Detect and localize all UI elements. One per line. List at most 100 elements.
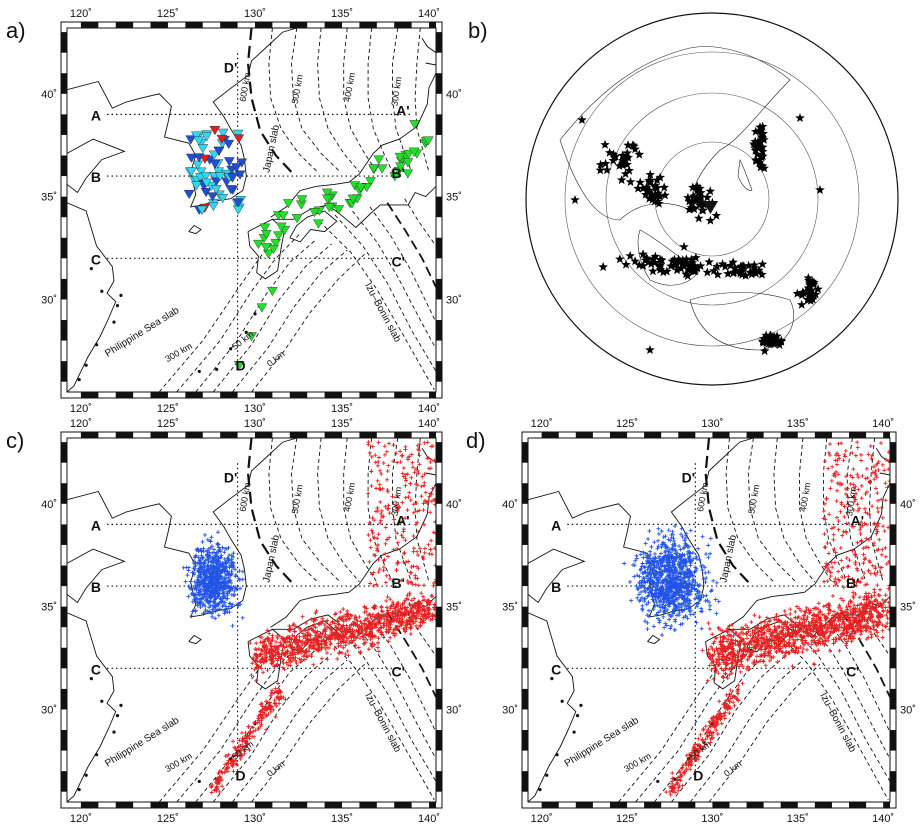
frame-seg-left xyxy=(61,156,67,177)
frame-seg-top xyxy=(185,432,202,438)
lon-tick-bottom-0: 120˚ xyxy=(70,403,92,415)
frame-seg-right xyxy=(436,32,442,53)
frame-seg-right xyxy=(436,689,442,710)
lat-tick-right-2: 30˚ xyxy=(446,294,462,306)
island-4 xyxy=(573,730,576,733)
frame-seg-bottom xyxy=(185,392,202,398)
island-6 xyxy=(85,364,88,367)
lon-tick-top-3: 135˚ xyxy=(331,8,353,20)
label-d: D xyxy=(236,357,246,373)
island-9 xyxy=(198,780,201,783)
lon-tick-bottom-3: 135˚ xyxy=(331,813,353,825)
frame-seg-left xyxy=(61,524,67,545)
lat-tick-left-1: 35˚ xyxy=(41,602,57,614)
event-japan xyxy=(891,592,895,596)
island-0 xyxy=(90,677,93,680)
lon-tick-top-1: 125˚ xyxy=(157,418,179,430)
frame-seg-left xyxy=(61,648,67,669)
island-9 xyxy=(656,780,659,783)
frame-seg-top xyxy=(81,22,98,28)
event-japan xyxy=(437,601,441,605)
frame-seg-bottom xyxy=(116,392,133,398)
frame-seg-left xyxy=(61,238,67,259)
frame-seg-top xyxy=(116,432,133,438)
frame-seg-top xyxy=(429,22,436,28)
island-1 xyxy=(100,700,103,703)
frame-seg-bottom xyxy=(220,802,237,808)
lon-tick-top-2: 130˚ xyxy=(244,418,266,430)
island-0 xyxy=(90,267,93,270)
frame-seg-right xyxy=(436,730,442,751)
label-d-prime: D' xyxy=(224,60,237,76)
island-3 xyxy=(119,704,122,707)
label-d: D xyxy=(236,767,246,783)
lon-tick-top-4: 140˚ xyxy=(418,8,440,20)
island-7 xyxy=(78,378,81,381)
lon-tick-top-3: 135˚ xyxy=(331,418,353,430)
frame-seg-top xyxy=(394,432,411,438)
panel-label-c: c) xyxy=(6,428,24,453)
frame-seg-top xyxy=(359,432,376,438)
island-7 xyxy=(538,788,541,791)
lat-tick-left-1: 35˚ xyxy=(41,192,57,204)
lat-tick-right-2: 30˚ xyxy=(446,704,462,716)
label-c: C xyxy=(91,661,101,677)
frame-seg-top xyxy=(151,432,168,438)
frame-seg-top xyxy=(220,22,237,28)
frame-seg-right xyxy=(436,771,442,792)
island-3 xyxy=(579,704,582,707)
frame-seg-left xyxy=(61,197,67,218)
island-5 xyxy=(95,343,98,346)
label-c-prime: C' xyxy=(391,663,404,679)
lat-tick-left-0: 40˚ xyxy=(41,499,57,511)
lat-tick-right-0: 40˚ xyxy=(446,499,462,511)
frame-seg-left xyxy=(61,279,67,300)
frame-seg-left xyxy=(61,771,67,792)
frame-seg-right xyxy=(436,238,442,259)
island-4 xyxy=(112,730,115,733)
lat-tick-left-2: 30˚ xyxy=(41,294,57,306)
label-b-prime: B' xyxy=(391,575,404,591)
frame-seg-left xyxy=(61,689,67,710)
lon-tick-top-0: 120˚ xyxy=(70,418,92,430)
frame-seg-right xyxy=(436,361,442,382)
lon-tick-top-0: 120˚ xyxy=(70,8,92,20)
island-2 xyxy=(116,304,119,307)
island-4 xyxy=(112,320,115,323)
lon-tick-top-2: 130˚ xyxy=(244,8,266,20)
lon-tick-top-1: 125˚ xyxy=(157,8,179,20)
frame-seg-right xyxy=(436,279,442,300)
frame-seg-left xyxy=(61,320,67,341)
lat-tick-right-1: 35˚ xyxy=(446,192,462,204)
frame-seg-top xyxy=(116,22,133,28)
island-6 xyxy=(545,774,548,777)
frame-seg-left xyxy=(61,114,67,135)
lon-tick-bottom-4: 140˚ xyxy=(418,403,440,415)
label-c-prime: C' xyxy=(391,253,404,269)
frame-seg-left xyxy=(61,442,67,463)
label-b: B xyxy=(91,169,101,185)
frame-seg-left xyxy=(61,32,67,53)
frame-seg-top xyxy=(151,22,168,28)
panel-label-a: a) xyxy=(6,18,26,43)
frame-seg-right xyxy=(436,442,442,463)
island-7 xyxy=(78,788,81,791)
frame-seg-left xyxy=(61,361,67,382)
frame-seg-right xyxy=(436,524,442,545)
frame-seg-bottom xyxy=(220,392,237,398)
frame-seg-bottom xyxy=(185,802,202,808)
frame-seg-top xyxy=(394,22,411,28)
lat-tick-left-2: 30˚ xyxy=(41,704,57,716)
frame-seg-bottom xyxy=(359,802,376,808)
frame-seg-bottom xyxy=(151,802,168,808)
label-b-prime: B' xyxy=(391,165,404,181)
frame-seg-left xyxy=(61,730,67,751)
frame-seg-top xyxy=(255,22,272,28)
frame-seg-right xyxy=(436,483,442,504)
frame-seg-bottom xyxy=(151,392,168,398)
label-d-prime: D' xyxy=(224,470,237,486)
